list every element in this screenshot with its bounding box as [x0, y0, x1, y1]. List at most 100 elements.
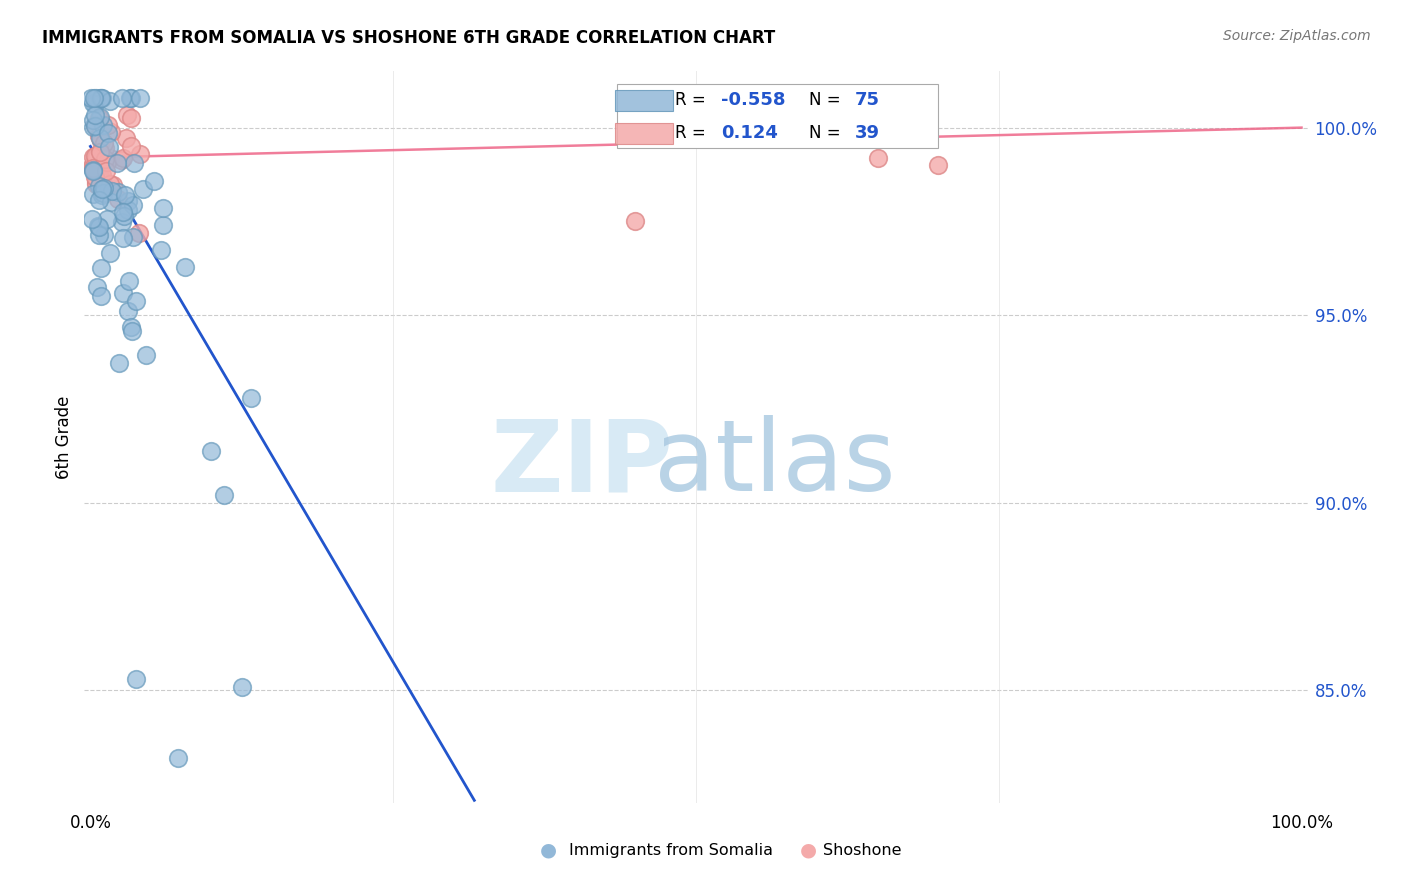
Point: [105, 156, 128, 170]
Point: [114, 130, 136, 145]
Point: [84, 108, 107, 122]
Point: [93, 181, 115, 195]
Point: [174, 260, 197, 275]
Point: [82, 163, 104, 178]
Point: [80, 90, 103, 104]
Point: [111, 215, 134, 229]
Text: -0.558: -0.558: [721, 92, 786, 110]
Point: [93, 227, 115, 242]
Point: [117, 304, 139, 318]
Point: [82, 120, 104, 134]
Point: [125, 293, 148, 308]
Point: [624, 214, 647, 228]
Point: [89, 169, 111, 184]
Point: [120, 90, 142, 104]
Point: [128, 147, 150, 161]
Point: [83, 118, 105, 132]
Point: [82, 112, 104, 127]
Point: [128, 226, 150, 240]
Point: [89, 145, 111, 160]
Point: [927, 158, 949, 172]
Point: [100, 125, 122, 139]
Text: N =: N =: [808, 125, 845, 143]
Point: [240, 391, 263, 405]
Point: [82, 96, 104, 111]
Point: [96, 211, 118, 226]
Point: [96, 164, 118, 178]
Text: ●: ●: [540, 840, 557, 860]
Point: [91, 90, 114, 104]
Point: [86, 147, 108, 161]
Point: [93, 141, 115, 155]
Point: [90, 289, 112, 303]
Point: [84, 96, 107, 111]
Point: [129, 90, 152, 104]
Point: [91, 186, 114, 200]
Point: [111, 90, 134, 104]
Point: [98, 140, 121, 154]
Point: [112, 231, 135, 245]
Point: [90, 135, 112, 149]
Point: [114, 188, 136, 202]
Point: [108, 356, 131, 370]
Text: Source: ZipAtlas.com: Source: ZipAtlas.com: [1223, 29, 1371, 43]
Text: R =: R =: [675, 125, 717, 143]
Text: N =: N =: [808, 92, 845, 110]
Point: [115, 108, 138, 122]
Point: [110, 153, 132, 168]
Point: [98, 246, 121, 260]
FancyBboxPatch shape: [614, 90, 673, 112]
Point: [101, 184, 124, 198]
Point: [82, 163, 104, 178]
Point: [84, 90, 107, 104]
Point: [117, 194, 139, 208]
Text: IMMIGRANTS FROM SOMALIA VS SHOSHONE 6TH GRADE CORRELATION CHART: IMMIGRANTS FROM SOMALIA VS SHOSHONE 6TH …: [42, 29, 776, 46]
Point: [866, 151, 889, 165]
Point: [112, 286, 135, 301]
Point: [231, 680, 253, 694]
Point: [87, 128, 110, 143]
Point: [120, 138, 142, 153]
Point: [87, 178, 110, 193]
FancyBboxPatch shape: [617, 85, 938, 148]
Point: [120, 320, 142, 334]
Point: [122, 230, 145, 244]
Point: [84, 119, 107, 133]
Text: 75: 75: [855, 92, 880, 110]
Point: [200, 443, 222, 458]
Point: [143, 173, 166, 187]
Point: [86, 279, 108, 293]
Point: [112, 151, 135, 165]
Point: [98, 151, 121, 165]
Point: [89, 130, 111, 145]
Point: [82, 187, 104, 202]
Point: [91, 182, 114, 196]
Y-axis label: 6th Grade: 6th Grade: [55, 395, 73, 479]
Point: [121, 324, 143, 338]
Point: [86, 219, 108, 234]
Point: [120, 112, 142, 126]
Point: [90, 90, 112, 104]
Point: [150, 244, 173, 258]
Point: [91, 118, 114, 132]
Point: [87, 111, 110, 125]
Point: [112, 209, 135, 223]
Point: [124, 155, 146, 169]
Text: ZIP: ZIP: [491, 416, 673, 513]
Point: [84, 151, 107, 165]
Point: [100, 194, 122, 209]
Text: 0.124: 0.124: [721, 125, 779, 143]
Point: [120, 90, 142, 104]
Point: [132, 182, 155, 196]
Text: ●: ●: [800, 840, 817, 860]
Point: [94, 152, 117, 166]
Point: [166, 751, 188, 765]
Point: [90, 168, 112, 182]
Point: [97, 118, 120, 132]
Point: [80, 212, 103, 227]
Point: [121, 198, 143, 212]
Point: [152, 201, 174, 215]
Text: Shoshone: Shoshone: [823, 843, 901, 857]
Point: [82, 159, 104, 173]
Text: 39: 39: [855, 125, 880, 143]
